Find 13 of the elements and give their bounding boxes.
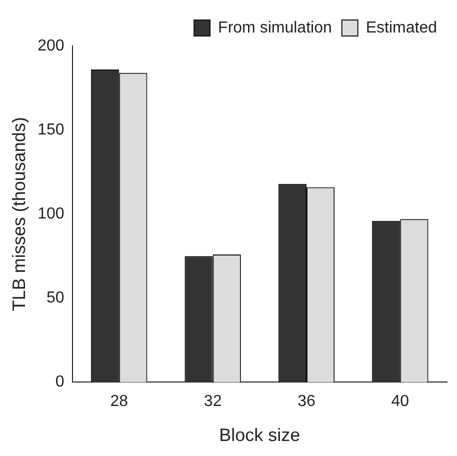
y-axis-title: TLB misses (thousands) — [8, 117, 29, 312]
x-tick-label: 28 — [110, 393, 128, 410]
x-axis-title: Block size — [219, 425, 300, 446]
legend-label: From simulation — [218, 19, 332, 36]
y-tick-label: 100 — [38, 206, 64, 223]
y-tick-label: 200 — [38, 37, 64, 54]
x-tick-label: 40 — [391, 393, 410, 410]
x-tick-label: 36 — [298, 393, 316, 410]
y-tick-label: 150 — [38, 121, 64, 138]
y-tick-label: 50 — [46, 290, 64, 307]
y-tick-label: 0 — [55, 374, 64, 391]
legend-label: Estimated — [366, 19, 437, 36]
x-tick-label: 32 — [204, 393, 222, 410]
